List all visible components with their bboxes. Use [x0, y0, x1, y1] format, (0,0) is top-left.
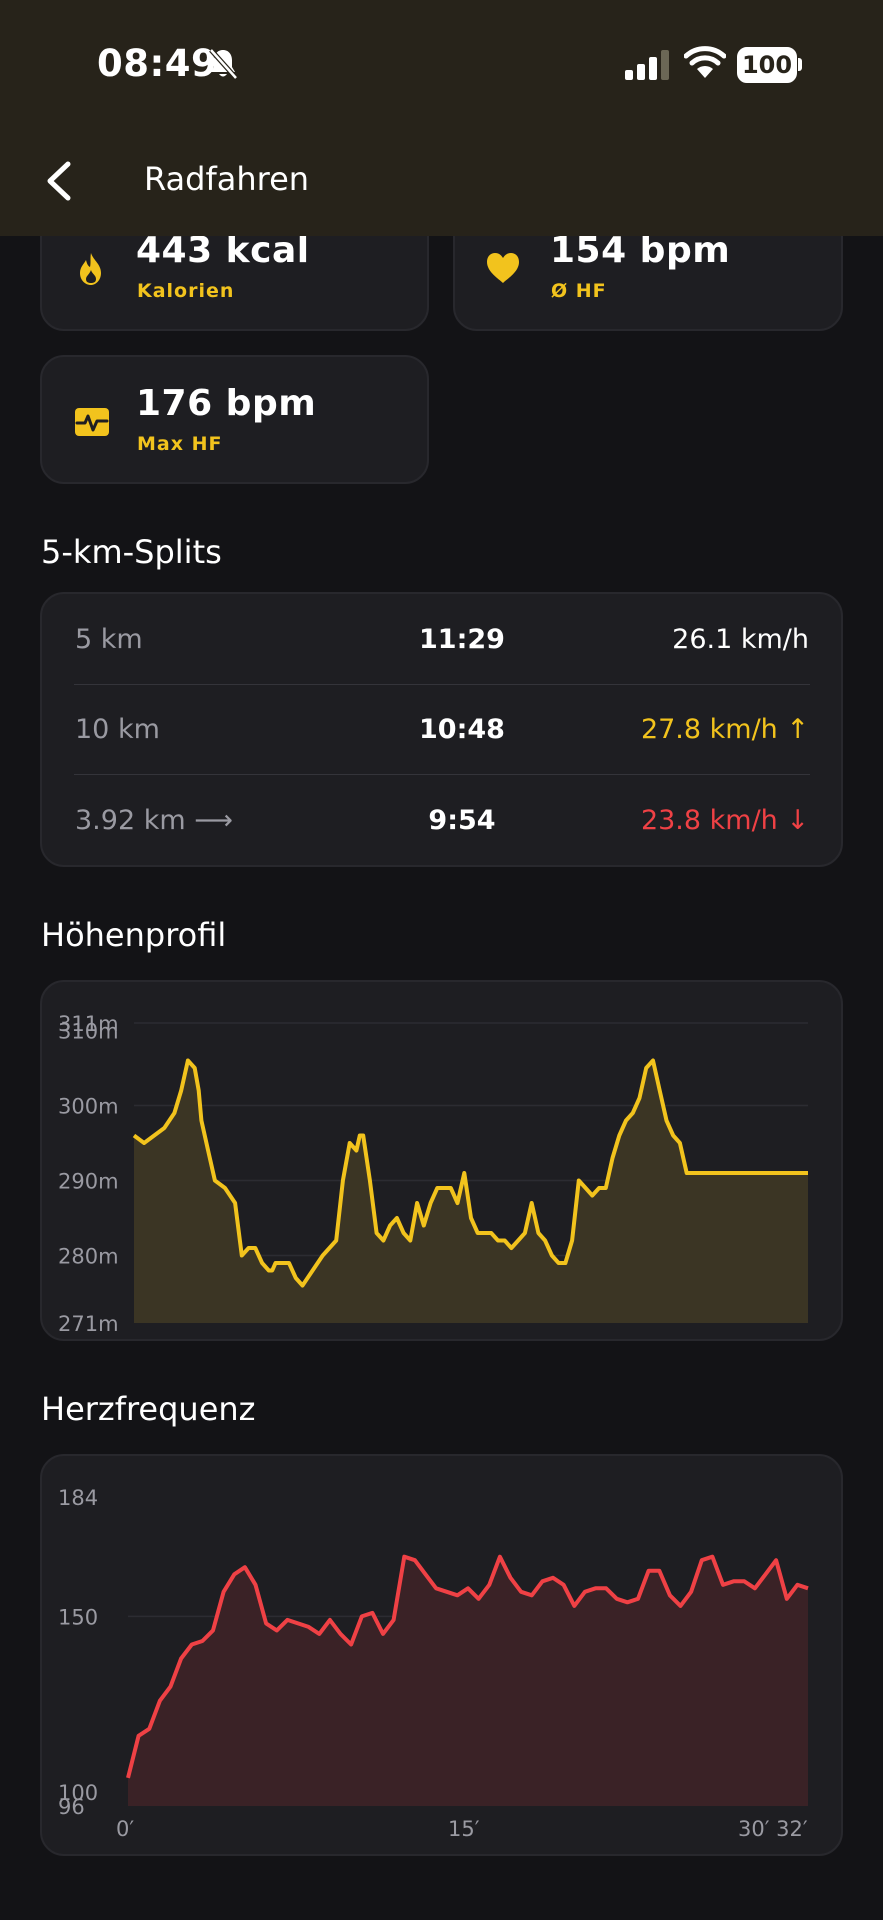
y-tick-label: 271m: [58, 1312, 119, 1336]
y-tick-label: 300m: [58, 1095, 119, 1119]
app-header: 08:49 100 Radfahren: [0, 0, 883, 236]
y-tick-label: 310m: [58, 1020, 119, 1044]
heart-rate-chart-card: 184 150 100 96 0′ 15′ 30′ 32′: [40, 1454, 843, 1856]
battery-icon: 100: [737, 47, 803, 83]
split-speed: 23.8 km/h ↓: [640, 805, 809, 836]
bell-slash-icon: [209, 48, 238, 80]
elevation-area: [134, 1060, 808, 1323]
cellular-signal-icon: [625, 50, 669, 80]
heart-rate-line: [126, 1554, 809, 1779]
split-row: 5 km 11:29 26.1 km/h: [42, 594, 842, 684]
x-tick-label: 15′: [448, 1817, 480, 1841]
y-tick-label: 290m: [58, 1170, 119, 1194]
status-time: 08:49: [97, 42, 218, 85]
y-tick-label: 280m: [58, 1245, 119, 1269]
split-distance: 3.92 km ⟶: [75, 805, 233, 836]
battery-body: [737, 47, 797, 83]
stat-label: Max HF: [137, 433, 223, 455]
y-tick-label: 311m: [58, 1012, 119, 1036]
heart-rate-area: [128, 1556, 808, 1806]
split-divider: [74, 774, 810, 775]
y-tick-label: 184: [58, 1486, 98, 1510]
heart-rate-icon: [75, 408, 109, 436]
stat-value: 443 kcal: [136, 230, 310, 271]
wifi-icon: [684, 46, 726, 78]
stat-value: 154 bpm: [550, 230, 731, 271]
elevation-chart-card: 311m 310m 300m 290m 280m 271m: [40, 980, 843, 1341]
split-row: 3.92 km ⟶ 9:54 23.8 km/h ↓: [42, 775, 842, 865]
y-tick-label: 96: [58, 1795, 85, 1819]
x-tick-label: 0′: [116, 1817, 134, 1841]
heart-rate-title: Herzfrequenz: [41, 1390, 256, 1428]
x-tick-label: 30′ 32′: [738, 1817, 808, 1841]
battery-level: 100: [741, 51, 793, 79]
split-speed: 26.1 km/h: [672, 624, 809, 655]
stat-label: Kalorien: [137, 280, 235, 302]
elevation-line: [132, 1058, 808, 1288]
split-divider: [74, 684, 810, 685]
back-button[interactable]: [40, 158, 76, 204]
stat-label: Ø HF: [551, 280, 607, 302]
battery-tip: [798, 58, 802, 71]
split-time: 10:48: [419, 714, 505, 745]
split-time: 9:54: [428, 805, 496, 836]
y-tick-label: 150: [58, 1605, 98, 1629]
page-title: Radfahren: [144, 160, 310, 198]
flame-icon: [80, 253, 101, 285]
stat-value: 176 bpm: [136, 383, 317, 424]
splits-card: 5 km 11:29 26.1 km/h 10 km 10:48 27.8 km…: [40, 592, 843, 867]
y-tick-label: 100: [58, 1781, 98, 1805]
split-time: 11:29: [419, 624, 505, 655]
elevation-title: Höhenprofil: [41, 916, 227, 954]
stat-card-max-hr: 176 bpm Max HF: [40, 355, 429, 484]
split-distance: 10 km: [75, 714, 160, 745]
split-row: 10 km 10:48 27.8 km/h ↑: [42, 684, 842, 774]
heart-icon: [487, 253, 519, 283]
split-speed: 27.8 km/h ↑: [640, 714, 809, 745]
split-distance: 5 km: [75, 624, 143, 655]
splits-title: 5-km-Splits: [41, 533, 222, 571]
